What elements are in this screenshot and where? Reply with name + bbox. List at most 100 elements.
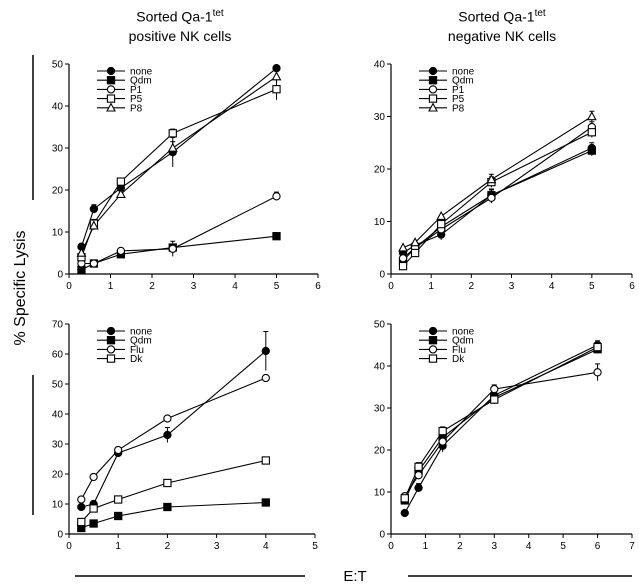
legend-label-p5: P5 <box>130 94 143 105</box>
x-tick-label: 3 <box>214 541 220 552</box>
data-point-p8 <box>76 247 87 257</box>
data-point-none <box>89 204 99 214</box>
x-tick-label: 5 <box>274 281 280 292</box>
data-point-flu <box>414 471 423 480</box>
y-tick-label: 50 <box>52 380 64 391</box>
data-point-p1 <box>89 259 99 268</box>
data-point-none <box>163 430 172 440</box>
legend-marker-none <box>106 326 116 336</box>
data-point-p8 <box>586 111 597 121</box>
data-point-qdm <box>163 502 172 512</box>
series-line-qdm <box>404 348 598 501</box>
data-point-dk <box>114 495 123 504</box>
x-tick-label: 0 <box>66 541 72 552</box>
data-point-qdm <box>261 498 270 507</box>
series-line-qdm <box>81 501 266 529</box>
data-point-flu <box>114 445 123 455</box>
data-point-p1 <box>168 244 177 253</box>
legend-label-qdm: Qdm <box>130 76 152 87</box>
y-tick-label: 40 <box>374 60 386 71</box>
title-left-line2: positive NK cells <box>128 27 232 44</box>
y-tick-label: 20 <box>374 165 386 176</box>
data-point-dk <box>163 478 172 488</box>
y-tick-label: 0 <box>379 530 385 541</box>
series-line-none <box>81 350 267 508</box>
data-point-dk <box>400 494 409 503</box>
data-point-p1 <box>272 192 281 201</box>
x-tick-label: 2 <box>457 541 463 552</box>
series-line-p5 <box>80 88 277 258</box>
data-point-flu <box>438 437 447 446</box>
legend-marker-qdm <box>106 76 116 85</box>
data-point-none <box>414 483 423 492</box>
y-tick-label: 60 <box>52 350 64 361</box>
y-tick-label: 0 <box>379 270 385 281</box>
x-tick-label: 4 <box>232 281 238 292</box>
data-point-p5 <box>398 261 408 271</box>
legend-marker-qdm <box>428 76 438 85</box>
data-point-dk <box>490 395 499 404</box>
data-point-qdm <box>114 511 123 521</box>
data-point-p1 <box>398 254 408 263</box>
data-point-qdm <box>587 146 596 155</box>
y-tick-label: 10 <box>52 228 64 239</box>
y-tick-label: 0 <box>57 530 63 541</box>
x-tick-label: 1 <box>108 281 114 292</box>
y-tick-label: 20 <box>374 446 386 457</box>
x-tick-label: 4 <box>549 281 555 292</box>
x-tick-label: 4 <box>263 541 269 552</box>
data-point-p5 <box>272 85 281 94</box>
x-tick-label: 7 <box>629 541 635 552</box>
legend-label-none: none <box>130 327 153 338</box>
x-tick-label: 6 <box>595 541 601 552</box>
y-tick-label: 40 <box>52 102 64 113</box>
data-point-p8 <box>88 220 99 230</box>
data-point-p8 <box>436 210 447 220</box>
y-tick-label: 30 <box>374 404 386 415</box>
data-point-p8 <box>486 174 497 184</box>
series-line-qdm <box>81 235 277 271</box>
y-tick-label: 30 <box>52 144 64 155</box>
legend-marker-none <box>106 66 116 76</box>
data-point-none <box>261 346 270 356</box>
data-point-dk <box>593 342 602 352</box>
data-point-qdm <box>272 232 281 241</box>
data-point-p1 <box>487 193 496 203</box>
title-right: Sorted Qa-1tet negative NK cells <box>417 4 587 46</box>
legend-label-none: none <box>452 67 475 78</box>
legend-marker-dk <box>106 354 116 363</box>
legend-marker-p8 <box>106 102 116 112</box>
data-point-none <box>272 64 281 73</box>
legend-label-qdm: Qdm <box>452 76 474 87</box>
data-point-flu <box>163 414 172 423</box>
data-point-p8 <box>410 237 421 247</box>
x-tick-label: 0 <box>388 541 394 552</box>
data-point-p8 <box>167 142 178 152</box>
x-tick-label: 5 <box>312 541 318 552</box>
x-tick-label: 3 <box>492 541 498 552</box>
x-tick-label: 5 <box>560 541 566 552</box>
x-tick-label: 0 <box>66 281 72 292</box>
legend-label-p1: P1 <box>130 85 143 96</box>
data-point-flu <box>593 368 602 377</box>
y-tick-label: 30 <box>52 440 64 451</box>
title-left-sup: tet <box>212 8 224 19</box>
data-point-none <box>77 502 86 512</box>
x-tick-label: 0 <box>388 281 394 292</box>
y-tick-label: 40 <box>374 362 386 373</box>
y-tick-label: 30 <box>374 112 386 123</box>
legend-label-none: none <box>130 67 153 78</box>
xlabel: E:T <box>343 568 366 585</box>
series-line-qdm <box>402 150 593 262</box>
y-tick-label: 50 <box>52 60 64 71</box>
x-tick-label: 3 <box>191 281 197 292</box>
legend-marker-p8 <box>428 102 438 112</box>
x-tick-label: 1 <box>423 541 429 552</box>
y-tick-label: 20 <box>52 186 64 197</box>
data-point-p1 <box>116 246 126 256</box>
y-tick-label: 10 <box>374 488 386 499</box>
data-point-p5 <box>116 177 126 186</box>
legend-label-flu: Flu <box>130 345 144 356</box>
